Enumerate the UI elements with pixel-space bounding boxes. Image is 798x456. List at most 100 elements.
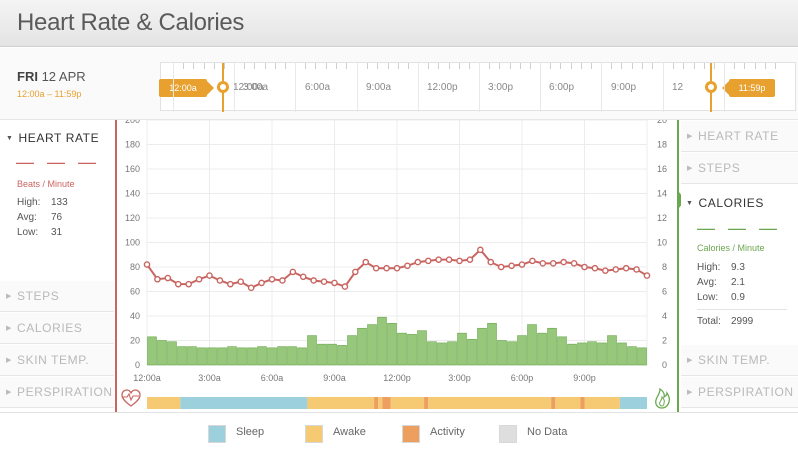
calories-bar bbox=[537, 332, 547, 366]
right-axis-tick-label: 8 bbox=[662, 262, 667, 272]
timeline-label: 6:00a bbox=[305, 82, 331, 93]
right-axis-tick-label: 6 bbox=[662, 287, 667, 297]
heart-rate-point bbox=[591, 264, 599, 272]
right-axis-tick-label: 18 bbox=[657, 140, 667, 150]
heart-rate-point bbox=[612, 266, 620, 273]
timeline-minor-tick bbox=[714, 63, 715, 69]
calories-bar bbox=[637, 347, 647, 366]
timeline-minor-tick bbox=[694, 63, 695, 69]
heart-rate-point bbox=[633, 266, 640, 273]
heart-rate-point bbox=[539, 260, 547, 267]
calories-bar bbox=[387, 323, 397, 366]
title-bar: Heart Rate & Calories bbox=[0, 0, 798, 47]
timeline-minor-tick bbox=[377, 63, 378, 69]
heart-rate-point bbox=[227, 280, 234, 288]
collapsed-triangle-icon: ▶ bbox=[687, 165, 693, 172]
calories-bar bbox=[177, 346, 187, 366]
heart-rate-heading[interactable]: ▼ HEART RATE bbox=[6, 131, 99, 145]
start-time-handle[interactable]: 12:00a bbox=[159, 79, 214, 97]
calories-bar bbox=[247, 347, 257, 366]
collapsed-triangle-icon: ▶ bbox=[6, 293, 12, 300]
legend-swatch bbox=[208, 425, 226, 443]
sidebar-item-steps-right[interactable]: ▶ STEPS bbox=[681, 153, 798, 184]
heart-rate-point bbox=[466, 256, 474, 263]
heart-rate-point bbox=[320, 278, 328, 285]
date-label: FRI 12 APR bbox=[17, 69, 86, 84]
heart-rate-point bbox=[352, 268, 359, 276]
timeline-hour-gridline bbox=[173, 63, 174, 112]
calories-bar bbox=[157, 340, 167, 366]
sidebar-item-perspiration-right[interactable]: ▶ PERSPIRATION bbox=[681, 377, 798, 408]
timeline-minor-tick bbox=[499, 63, 500, 69]
timeline-minor-tick bbox=[336, 63, 337, 69]
calories-avg: Avg: 2.1 bbox=[697, 277, 745, 288]
sidebar-item-steps[interactable]: ▶ STEPS bbox=[0, 281, 114, 312]
calories-bar bbox=[557, 336, 567, 366]
end-time-handle[interactable]: 11:59p bbox=[722, 79, 775, 97]
timeline-minor-tick bbox=[571, 63, 572, 69]
legend-swatch bbox=[402, 425, 420, 443]
activity-band-segment-awake bbox=[307, 397, 375, 409]
calories-bar bbox=[207, 347, 217, 366]
calories-heading[interactable]: ▼ CALORIES bbox=[686, 196, 764, 210]
timeline-minor-tick bbox=[315, 63, 316, 69]
right-axis-tick-label: 20 bbox=[657, 120, 667, 125]
right-axis-tick-label: 0 bbox=[662, 360, 667, 370]
timeline-label: 12:00p bbox=[427, 82, 458, 93]
left-axis-tick-label: 40 bbox=[130, 311, 140, 321]
timeline-label: 3:00a bbox=[243, 82, 269, 93]
heart-rate-point bbox=[216, 277, 224, 284]
calories-bar bbox=[227, 346, 237, 366]
calories-bar bbox=[597, 342, 607, 366]
heart-rate-point bbox=[383, 264, 390, 272]
date-value: 12 APR bbox=[41, 69, 86, 84]
calories-bar bbox=[407, 334, 417, 366]
timeline-minor-tick bbox=[193, 63, 194, 69]
sidebar-item-skin-temp[interactable]: ▶ SKIN TEMP. bbox=[0, 345, 114, 376]
right-axis-tick-label: 10 bbox=[657, 238, 667, 248]
timeline-minor-tick bbox=[550, 63, 551, 69]
heart-rate-high: High: 133 bbox=[17, 197, 68, 208]
timeline-label: 12 bbox=[672, 82, 684, 93]
heart-rate-point bbox=[404, 262, 411, 270]
calories-bar bbox=[457, 332, 467, 366]
end-time-knob[interactable] bbox=[705, 81, 717, 93]
time-range-slider[interactable]: 12:00a 11:59p 12:00a 3:00a 6:00a 9:00a 12:00… bbox=[159, 62, 796, 112]
activity-band-segment-awake bbox=[390, 397, 425, 409]
legend-swatch bbox=[305, 425, 323, 443]
heart-icon-outline bbox=[121, 389, 141, 407]
sidebar-item-heart-rate[interactable]: ▶ HEART RATE bbox=[681, 121, 798, 152]
sidebar-item-skin-temp-right[interactable]: ▶ SKIN TEMP. bbox=[681, 345, 798, 376]
calories-bar bbox=[627, 346, 637, 366]
timeline-minor-tick bbox=[591, 63, 592, 69]
timeline-hour-gridline bbox=[540, 63, 541, 112]
heart-rate-unit: Beats / Minute bbox=[17, 179, 75, 189]
heart-rate-point bbox=[154, 275, 161, 283]
timeline-hour-gridline bbox=[295, 63, 296, 112]
heart-rate-point bbox=[602, 267, 609, 274]
heart-rate-point bbox=[237, 278, 245, 285]
calories-high: High: 9.3 bbox=[697, 262, 745, 273]
calories-axis-line bbox=[677, 120, 679, 412]
heart-rate-point bbox=[299, 273, 307, 281]
heart-rate-point bbox=[164, 274, 172, 282]
heart-rate-panel bbox=[0, 120, 114, 280]
timeline-minor-tick bbox=[755, 63, 756, 69]
calories-bar bbox=[417, 330, 427, 366]
timeline-minor-tick bbox=[305, 63, 306, 69]
timeline-minor-tick bbox=[265, 63, 266, 69]
sidebar-item-perspiration[interactable]: ▶ PERSPIRATION bbox=[0, 377, 114, 408]
heart-rate-point bbox=[529, 257, 536, 265]
collapsed-triangle-icon: ▶ bbox=[687, 389, 693, 396]
date-range: 12:00a – 11:59p bbox=[17, 89, 82, 99]
sidebar-item-calories[interactable]: ▶ CALORIES bbox=[0, 313, 114, 344]
x-axis-tick-label: 6:00a bbox=[261, 373, 284, 383]
left-axis-tick-label: 160 bbox=[125, 164, 140, 174]
activity-band-segment-sleep bbox=[180, 397, 308, 409]
calories-bar bbox=[237, 347, 247, 366]
calories-bar bbox=[267, 347, 277, 366]
start-time-knob[interactable] bbox=[217, 81, 229, 93]
calories-bar bbox=[547, 327, 557, 366]
activity-band-segment-activity bbox=[382, 397, 391, 409]
calories-bar bbox=[357, 327, 367, 366]
